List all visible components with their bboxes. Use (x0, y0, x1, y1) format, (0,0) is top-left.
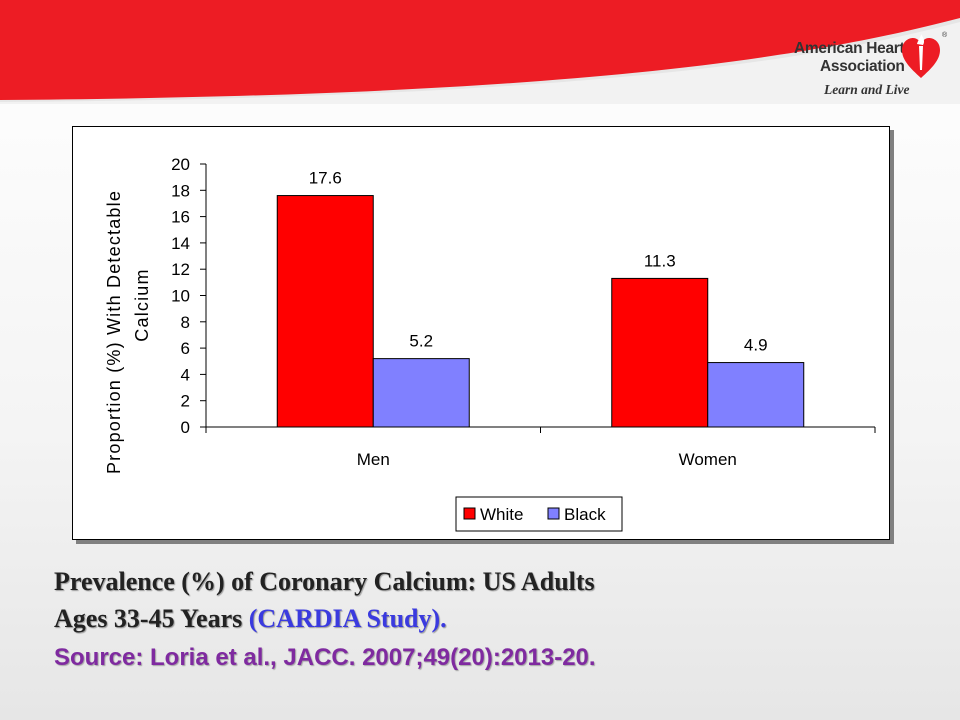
x-tick-label: Women (679, 450, 737, 469)
logo-text-line2: Association (820, 58, 905, 75)
y-tick-label: 14 (171, 234, 190, 253)
y-tick-label: 2 (181, 392, 190, 411)
bar-white-men (276, 195, 374, 428)
y-tick-label: 12 (171, 260, 190, 279)
legend-swatch-black (547, 507, 560, 520)
y-tick-label: 8 (181, 313, 190, 332)
caption-study-name: (CARDIA Study). (248, 604, 447, 633)
caption-line2: Ages 33-45 Years (CARDIA Study). (54, 604, 447, 634)
bar-white-women (611, 277, 709, 428)
bar-black-men (372, 358, 470, 428)
bar-black-women (707, 362, 805, 428)
y-axis-title-line2: Calcium (132, 268, 152, 341)
y-tick-label: 10 (171, 287, 190, 306)
y-tick-label: 6 (181, 339, 190, 358)
logo-text-line1: American Heart (794, 40, 905, 57)
legend-swatch-white (463, 507, 476, 520)
logo-tagline: Learn and Live (824, 82, 910, 97)
legend-label-black: Black (564, 505, 606, 524)
y-tick-label: 18 (171, 181, 190, 200)
y-axis-title-line1: Proportion (%) With Detectable (104, 190, 124, 474)
header-swoosh (0, 18, 960, 104)
legend-box (455, 496, 623, 532)
aha-logo[interactable]: American Heart Association Learn and Liv… (786, 32, 956, 102)
caption-line1: Prevalence (%) of Coronary Calcium: US A… (54, 567, 595, 596)
caption-line2-main: Ages 33-45 Years (54, 604, 249, 633)
heart-torch-icon (902, 34, 940, 78)
chart-frame: 0 2 4 6 8 10 12 14 16 18 20 Men 17.6 5.2 Women 11.3 4.9… (72, 126, 890, 540)
registered-mark: ® (942, 32, 948, 39)
x-tick-label: Men (357, 450, 390, 469)
data-label: 11.3 (644, 251, 676, 270)
legend-label-white: White (480, 505, 523, 524)
y-tick-label: 0 (181, 418, 190, 437)
data-label: 5.2 (409, 332, 433, 351)
y-tick-label: 4 (181, 365, 190, 384)
chart-legend: White Black (455, 496, 623, 532)
y-tick-label: 16 (171, 208, 190, 227)
data-label: 17.6 (309, 169, 342, 188)
data-label: 4.9 (744, 336, 768, 355)
bar-chart: 0 2 4 6 8 10 12 14 16 18 20 Men 17.6 5.2 Women 11.3 4.9… (104, 155, 876, 532)
y-tick-label: 20 (171, 155, 190, 174)
source-citation: Source: Loria et al., JACC. 2007;49(20):… (54, 644, 596, 671)
